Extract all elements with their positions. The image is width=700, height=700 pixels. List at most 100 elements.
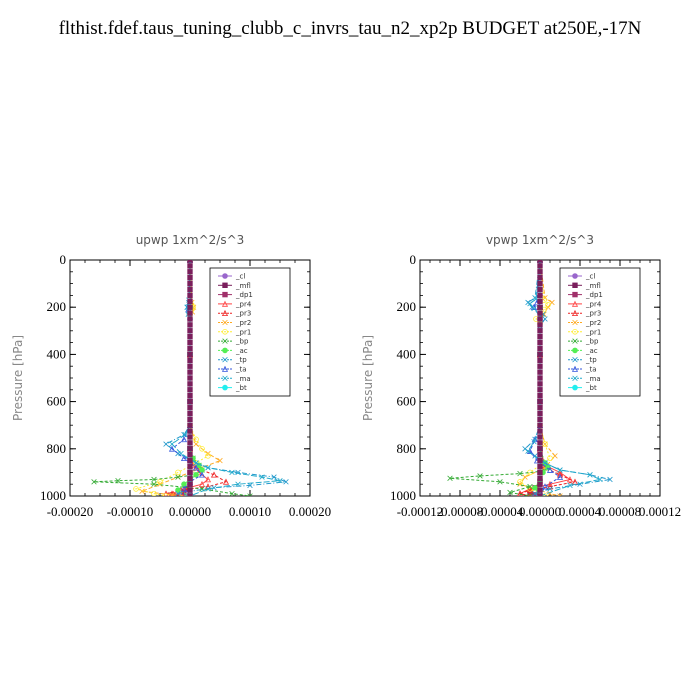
legend-label: _pr3 (235, 310, 251, 318)
y-tick-label: 800 (47, 441, 67, 456)
legend-label: _cl (235, 273, 245, 281)
data-point-mfl (187, 392, 193, 399)
y-tick-label: 600 (47, 394, 67, 409)
data-point-ac (532, 484, 538, 491)
data-point-mfl (537, 404, 543, 411)
legend-marker (572, 282, 578, 288)
data-point-mfl (537, 416, 543, 422)
data-point-tp (175, 490, 181, 496)
y-tick-label: 0 (60, 252, 67, 267)
data-point-bp (151, 476, 157, 483)
data-point-mfl (537, 469, 543, 476)
data-point-mfl (187, 339, 193, 346)
data-point-mfl (187, 475, 193, 481)
legend-label: _tp (585, 356, 597, 364)
legend-label: _pr2 (235, 319, 251, 327)
data-point-mfl (537, 381, 543, 387)
legend-label: _bp (585, 338, 599, 346)
data-point-ma (525, 448, 531, 454)
data-point-pr2 (557, 493, 563, 496)
legend-label: _pr2 (585, 319, 601, 327)
legend-label: _pr3 (585, 310, 601, 318)
x-tick-label: 0.00000 (519, 504, 561, 519)
main-title: flthist.fdef.taus_tuning_clubb_c_invrs_t… (58, 18, 642, 39)
legend-label: _ma (585, 375, 601, 383)
legend: _cl_mfl_dp1_pr4_pr3_pr2_pr1_bp_ac_tp_ta_… (559, 267, 641, 397)
data-point-mfl (537, 339, 543, 346)
data-point-mfl (537, 428, 543, 434)
data-point-bp (115, 477, 121, 484)
data-point-mfl (187, 351, 193, 358)
data-point-mfl (537, 269, 543, 275)
data-point-mfl (187, 428, 193, 434)
data-point-ta (180, 436, 188, 443)
data-point-mfl (537, 316, 543, 322)
data-point-pr3 (222, 478, 230, 485)
data-point-ma (229, 469, 235, 476)
data-point-ma (182, 431, 188, 438)
data-point-ma (193, 460, 199, 466)
data-point-pr3 (526, 486, 534, 493)
legend-marker (572, 357, 578, 363)
y-tick-label: 200 (397, 299, 417, 314)
data-point-mfl (537, 410, 543, 417)
data-point-mfl (537, 292, 543, 299)
data-point-bp (247, 493, 253, 496)
legend: _cl_mfl_dp1_pr4_pr3_pr2_pr1_bp_ac_tp_ta_… (209, 267, 291, 397)
legend-marker (222, 291, 228, 298)
data-point-ta (541, 483, 549, 490)
data-point-ta (556, 473, 564, 480)
legend-marker (572, 375, 578, 381)
data-point-mfl (187, 469, 193, 476)
data-point-mfl (187, 280, 193, 287)
legend-box (559, 267, 641, 397)
data-point-tp (532, 490, 538, 496)
series-line-pr3 (518, 260, 577, 496)
y-tick-label: 800 (397, 441, 417, 456)
data-point-mfl (187, 416, 193, 422)
legend-marker (222, 319, 228, 326)
data-point-tp (283, 479, 289, 485)
data-point-tp (522, 446, 528, 452)
data-point-mfl (187, 410, 193, 417)
data-point-pr1 (547, 455, 553, 462)
data-point-ma (557, 467, 563, 473)
chart-panel-2: vpwp 1xm^2/s^3 Pressure [hPa] 0 200 400 600 80… (361, 233, 681, 519)
x-tick-label: -0.00010 (107, 504, 154, 519)
legend-marker (221, 365, 229, 372)
data-point-ta (180, 485, 188, 492)
data-point-mfl (187, 298, 193, 304)
data-point-mfl (187, 493, 193, 496)
data-point-pr1 (163, 493, 169, 496)
data-point-mfl (187, 434, 193, 440)
legend-marker (571, 365, 579, 372)
x-tick-label: 0.00000 (169, 504, 211, 519)
legend-marker (572, 273, 578, 279)
data-point-mfl (187, 304, 193, 310)
data-point-pr3 (517, 490, 523, 496)
data-point-ta (180, 454, 188, 462)
data-point-mfl (537, 440, 543, 446)
legend-label: _pr4 (585, 300, 602, 308)
data-point-mfl (537, 493, 543, 496)
legend-marker (571, 300, 579, 307)
data-point-mfl (187, 274, 193, 281)
data-point-ac (193, 471, 199, 478)
y-axis-label: Pressure [hPa] (361, 335, 375, 421)
legend-label: _bt (235, 384, 247, 392)
legend-label: _ac (235, 347, 248, 355)
data-point-mfl (187, 345, 193, 352)
data-point-mfl (537, 375, 543, 381)
series-line-ma (527, 260, 602, 496)
data-point-ma (178, 450, 184, 457)
data-point-mfl (187, 328, 193, 334)
data-point-ma (531, 305, 537, 312)
data-point-bp (175, 474, 181, 480)
data-point-mfl (187, 398, 193, 405)
data-point-mfl (187, 457, 193, 464)
legend-marker (222, 328, 228, 335)
x-tick-label: -0.00008 (437, 504, 484, 519)
data-point-pr2 (552, 453, 558, 459)
x-tick-label: 0.00020 (289, 504, 331, 519)
legend-marker (221, 309, 229, 316)
